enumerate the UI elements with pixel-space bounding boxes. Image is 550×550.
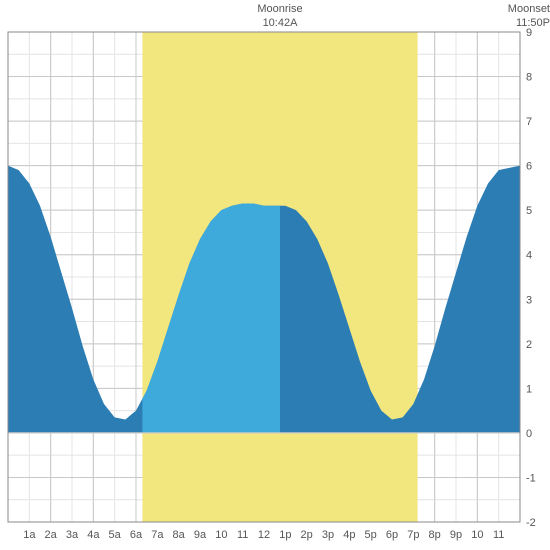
svg-text:8a: 8a: [173, 529, 186, 541]
moonset-time: 11:50P: [490, 16, 550, 30]
moonset-header: Moonset 11:50P: [490, 2, 550, 31]
svg-text:1p: 1p: [279, 529, 291, 541]
moonrise-time: 10:42A: [240, 16, 320, 30]
svg-text:2p: 2p: [301, 529, 313, 541]
svg-text:7a: 7a: [151, 529, 164, 541]
svg-text:7: 7: [526, 116, 532, 128]
svg-text:12: 12: [258, 529, 270, 541]
svg-text:-2: -2: [526, 517, 536, 529]
svg-text:8p: 8p: [429, 529, 441, 541]
svg-text:2: 2: [526, 339, 532, 351]
svg-text:4a: 4a: [87, 529, 100, 541]
svg-text:4: 4: [526, 250, 532, 262]
svg-text:6: 6: [526, 161, 532, 173]
svg-text:-1: -1: [526, 472, 536, 484]
moonset-label: Moonset: [490, 2, 550, 16]
moonrise-header: Moonrise 10:42A: [240, 2, 320, 31]
svg-text:11: 11: [493, 529, 504, 541]
svg-text:11: 11: [237, 529, 248, 541]
svg-text:6a: 6a: [130, 529, 143, 541]
svg-text:10: 10: [471, 529, 483, 541]
tide-chart-container: Moonrise 10:42A Moonset 11:50P -2-101234…: [0, 0, 550, 550]
svg-text:7p: 7p: [407, 529, 419, 541]
svg-text:2a: 2a: [45, 529, 58, 541]
svg-text:0: 0: [526, 428, 532, 440]
svg-text:10: 10: [215, 529, 227, 541]
svg-text:5p: 5p: [365, 529, 377, 541]
svg-text:5: 5: [526, 205, 532, 217]
svg-text:4p: 4p: [343, 529, 355, 541]
svg-text:3: 3: [526, 294, 532, 306]
svg-text:6p: 6p: [386, 529, 398, 541]
svg-text:1a: 1a: [23, 529, 36, 541]
svg-text:9p: 9p: [450, 529, 462, 541]
svg-text:3p: 3p: [322, 529, 334, 541]
svg-text:1: 1: [526, 383, 532, 395]
svg-text:8: 8: [526, 72, 532, 84]
svg-text:3a: 3a: [66, 529, 79, 541]
tide-chart-svg: -2-101234567891a2a3a4a5a6a7a8a9a1011121p…: [0, 0, 550, 550]
moonrise-label: Moonrise: [240, 2, 320, 16]
svg-text:5a: 5a: [109, 529, 122, 541]
svg-text:9a: 9a: [194, 529, 207, 541]
